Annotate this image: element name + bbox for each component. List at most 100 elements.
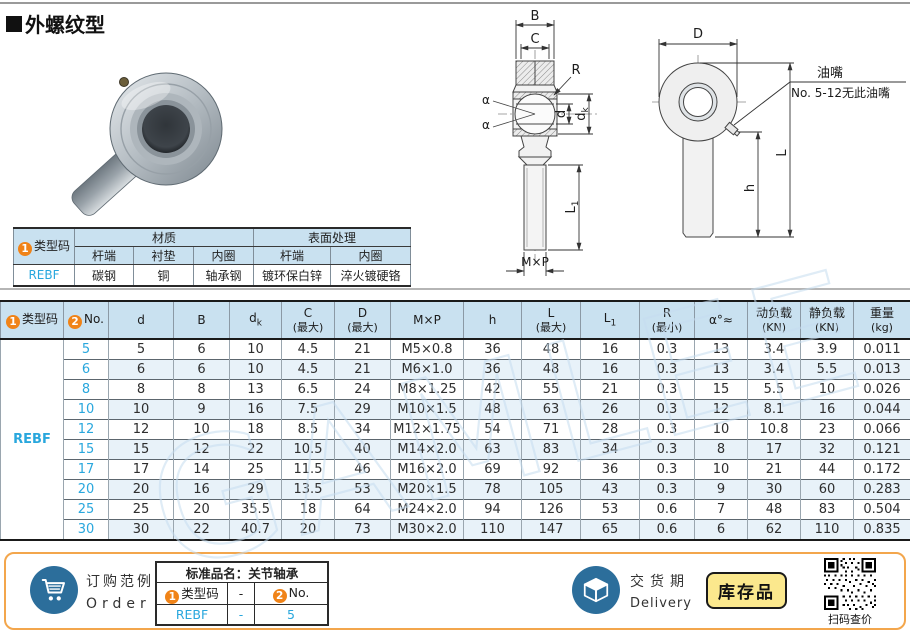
cart-icon bbox=[30, 566, 78, 614]
material-sub-header: 衬垫 bbox=[133, 246, 194, 265]
stock-badge: 库存品 bbox=[706, 572, 787, 609]
spec-cell: 110 bbox=[800, 519, 854, 540]
spec-col-header: 静负载 (KN) bbox=[800, 301, 854, 340]
spec-cell: 13 bbox=[694, 359, 748, 380]
spec-cell: 60 bbox=[800, 479, 854, 500]
spec-cell: 0.3 bbox=[639, 399, 695, 420]
spec-cell: 8 bbox=[173, 379, 230, 400]
spec-cell: 0.013 bbox=[853, 359, 910, 380]
spec-row: 30 30 22 40.7 20 73 M30×2.0 110 147 65 0.6 6 62 110 0.… bbox=[1, 519, 910, 540]
spec-cell: 3.9 bbox=[800, 338, 854, 360]
material-value: 淬火镀硬铬 bbox=[330, 264, 411, 287]
spec-cell: 105 bbox=[521, 479, 581, 500]
spec-col-header: L1 bbox=[580, 301, 640, 340]
spec-col-header: α°≈ bbox=[694, 301, 748, 340]
spec-cell: 14 bbox=[173, 459, 230, 480]
spec-cell: 30 bbox=[747, 479, 801, 500]
spec-cell: 13.5 bbox=[281, 479, 335, 500]
badge-1-icon: 1 bbox=[165, 590, 180, 604]
dimension-lines bbox=[658, 39, 906, 238]
spec-cell: 36 bbox=[580, 459, 640, 480]
spec-col-header: d bbox=[108, 301, 174, 340]
order-label-en: Order bbox=[86, 596, 151, 612]
material-table: 1 类型码 材质 表面处理 杆端 衬垫 内圈 杆端 内圈 REBF 碳钢 铜 轴承… bbox=[13, 227, 411, 287]
spec-cell: 11.5 bbox=[281, 459, 335, 480]
spec-cell: 53 bbox=[580, 499, 640, 520]
spec-cell: 0.504 bbox=[853, 499, 910, 520]
sample-no-value[interactable]: 5 bbox=[254, 604, 329, 626]
spec-row: 8 8 8 13 6.5 24 M8×1.25 42 55 21 0.3 15 5.5 10 0.026 bbox=[1, 379, 910, 400]
sample-col-no: 2 No. bbox=[254, 582, 329, 605]
sample-dash-value: - bbox=[227, 604, 255, 626]
spec-cell: 46 bbox=[334, 459, 391, 480]
spec-cell: 10 bbox=[173, 419, 230, 440]
spec-cell: 23 bbox=[800, 419, 854, 440]
spec-cell: 0.3 bbox=[639, 479, 695, 500]
spec-no-link[interactable]: 12 bbox=[63, 419, 109, 440]
material-sub-header: 内圈 bbox=[330, 246, 411, 265]
spec-table-body: REBF 5 5 6 10 4.5 21 M5×0.8 36 48 16 0.3 13 3.4 3.9 0.0… bbox=[0, 338, 910, 540]
col-badge-icon: 1 bbox=[5, 314, 20, 329]
sample-title: 标准品名：关节轴承 bbox=[155, 561, 329, 583]
material-value: 碳钢 bbox=[74, 264, 134, 287]
spec-cell: 5.5 bbox=[800, 359, 854, 380]
spec-cell: 0.835 bbox=[853, 519, 910, 540]
spec-cell: M30×2.0 bbox=[390, 519, 464, 540]
spec-col-header: R (最小) bbox=[639, 301, 695, 340]
spec-cell: 21 bbox=[334, 338, 391, 360]
spec-no-link[interactable]: 5 bbox=[63, 338, 109, 360]
spec-no-link[interactable]: 8 bbox=[63, 379, 109, 400]
sample-col-typecode: 1 类型码 bbox=[155, 582, 228, 605]
spec-row: 10 10 9 16 7.5 29 M10×1.5 48 63 26 0.3 12 8.1 16 0.044 bbox=[1, 399, 910, 420]
spec-row: 12 12 10 18 8.5 34 M12×1.75 54 71 28 0.3 10 10.8 23 0.… bbox=[1, 419, 910, 440]
spec-cell: 0.044 bbox=[853, 399, 910, 420]
spec-no-link[interactable]: 10 bbox=[63, 399, 109, 420]
spec-cell: 10 bbox=[229, 338, 282, 360]
dim-label-L1: L1 bbox=[564, 201, 581, 214]
spec-no-link[interactable]: 25 bbox=[63, 499, 109, 520]
spec-cell: 63 bbox=[463, 439, 522, 460]
order-label-cn: 订购范例 bbox=[86, 574, 154, 590]
qr-code bbox=[824, 558, 876, 610]
spec-cell: 29 bbox=[334, 399, 391, 420]
spec-cell: 16 bbox=[800, 399, 854, 420]
spec-no-link[interactable]: 20 bbox=[63, 479, 109, 500]
dim-label-alpha-lower: α bbox=[482, 118, 490, 132]
top-divider bbox=[0, 2, 910, 4]
spec-cell: 20 bbox=[281, 519, 335, 540]
spec-cell: 10 bbox=[694, 419, 748, 440]
spec-cell: 15 bbox=[694, 379, 748, 400]
spec-cell: 10 bbox=[800, 379, 854, 400]
bearing-head bbox=[109, 72, 223, 186]
spec-cell: 42 bbox=[463, 379, 522, 400]
spec-cell: 10.8 bbox=[747, 419, 801, 440]
dim-label-B: B bbox=[531, 9, 540, 24]
spec-no-link[interactable]: 17 bbox=[63, 459, 109, 480]
spec-cell: 4.5 bbox=[281, 359, 335, 380]
order-example-label: 订购范例 Order bbox=[86, 571, 154, 612]
delivery-label-cn: 交货期 bbox=[630, 574, 690, 590]
spec-cell: 0.011 bbox=[853, 338, 910, 360]
spec-col-header: B bbox=[173, 301, 230, 340]
spec-cell: 48 bbox=[463, 399, 522, 420]
spec-no-link[interactable]: 6 bbox=[63, 359, 109, 380]
spec-cell: 32 bbox=[800, 439, 854, 460]
spec-no-link[interactable]: 30 bbox=[63, 519, 109, 540]
spec-cell: 48 bbox=[747, 499, 801, 520]
spec-no-link[interactable]: 15 bbox=[63, 439, 109, 460]
spec-cell: 48 bbox=[521, 338, 581, 360]
spec-row: 25 25 20 35.5 18 64 M24×2.0 94 126 53 0.6 7 48 83 0.50… bbox=[1, 499, 910, 520]
dim-label-dk: dk bbox=[574, 106, 591, 120]
spec-type-code[interactable]: REBF bbox=[0, 338, 64, 540]
spec-cell: 10.5 bbox=[281, 439, 335, 460]
spec-cell: 7 bbox=[694, 499, 748, 520]
package-icon bbox=[572, 566, 620, 614]
sample-code-value[interactable]: REBF bbox=[155, 604, 228, 626]
material-type-code[interactable]: REBF bbox=[13, 264, 75, 287]
spec-cell: 0.121 bbox=[853, 439, 910, 460]
spec-cell: 26 bbox=[580, 399, 640, 420]
spec-cell: 4.5 bbox=[281, 338, 335, 360]
title-square bbox=[6, 15, 22, 32]
surface-header: 表面处理 bbox=[253, 227, 411, 247]
